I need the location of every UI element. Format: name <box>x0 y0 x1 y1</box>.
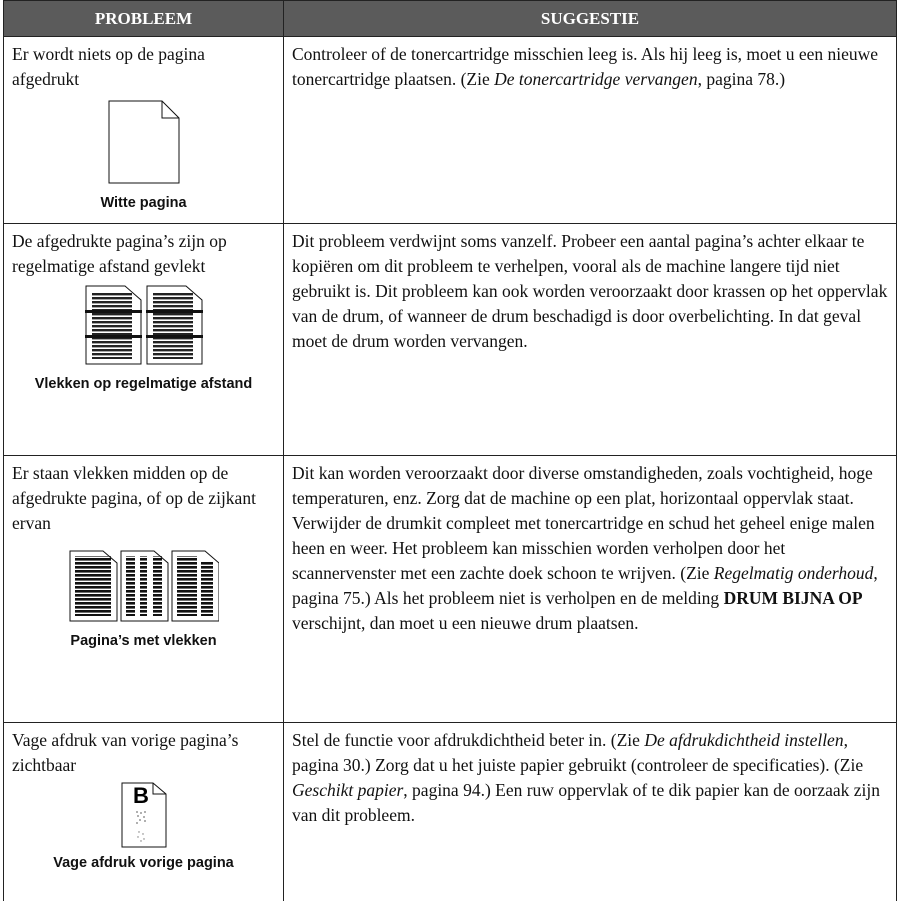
text-run: verschijnt, dan moet u een nieuwe drum p… <box>292 613 639 633</box>
icon-page <box>108 100 179 184</box>
suggestion-cell: Controleer of de tonercartridge misschie… <box>283 36 897 224</box>
header-cell: SUGGESTIE <box>283 0 897 37</box>
text-run: , pagina 30.) Zorg dat u het juiste papi… <box>292 730 864 775</box>
suggestion-cell: Stel de functie voor afdrukdichtheid bet… <box>283 722 897 901</box>
icon-page: B <box>121 782 166 848</box>
text-run: , pagina 94.) Een ruw oppervlak of te di… <box>292 780 880 825</box>
figure: B <box>12 782 275 855</box>
text-run: Dit kan worden veroorzaakt door diverse … <box>292 463 875 583</box>
italic-run: De tonercartridge vervangen <box>494 69 698 89</box>
figure-caption: Witte pagina <box>100 195 187 211</box>
figure-caption: Pagina’s met vlekken <box>70 633 217 649</box>
icon-pages <box>69 550 219 622</box>
header-row: PROBLEEM SUGGESTIE <box>3 0 897 37</box>
text-run: , pagina 75.) Als het probleem niet is v… <box>292 563 878 608</box>
suggestion-cell: Dit probleem verdwijnt soms vanzelf. Pro… <box>283 223 897 456</box>
figure <box>12 550 275 629</box>
problem-text: Vage afdruk van vorige pagina’s zichtbaa… <box>12 730 239 775</box>
text-run: Stel de functie voor afdrukdichtheid bet… <box>292 730 645 750</box>
row: Vage afdruk van vorige pagina’s zichtbaa… <box>3 722 897 901</box>
text-run: Dit probleem verdwijnt soms vanzelf. Pro… <box>292 231 888 351</box>
figure <box>12 285 275 372</box>
row: Er staan vlekken midden op de afgedrukte… <box>3 455 897 723</box>
problem-text: De afgedrukte pagina’s zijn op regelmati… <box>12 231 227 276</box>
italic-run: De afdrukdichtheid instellen <box>644 730 844 750</box>
row: De afgedrukte pagina’s zijn op regelmati… <box>3 223 897 456</box>
figure-text: B <box>133 783 149 808</box>
problem-text: Er wordt niets op de pagina afgedrukt <box>12 44 205 89</box>
figure-caption: Vage afdruk vorige pagina <box>53 855 234 871</box>
row: Er wordt niets op de pagina afgedrukt Wi… <box>3 36 897 224</box>
problem-cell: Vage afdruk van vorige pagina’s zichtbaa… <box>3 722 284 901</box>
troubleshooting-table: PROBLEEM SUGGESTIE Er wordt niets op de … <box>3 0 897 901</box>
problem-cell: Er wordt niets op de pagina afgedrukt Wi… <box>3 36 284 224</box>
text-run: Controleer of de tonercartridge misschie… <box>292 44 879 89</box>
problem-cell: Er staan vlekken midden op de afgedrukte… <box>3 455 284 723</box>
problem-cell: De afgedrukte pagina’s zijn op regelmati… <box>3 223 284 456</box>
figure <box>12 100 275 191</box>
bold-run: DRUM BIJNA OP <box>723 588 863 608</box>
suggestion-cell: Dit kan worden veroorzaakt door diverse … <box>283 455 897 723</box>
figure-caption: Vlekken op regelmatige afstand <box>34 376 253 392</box>
icon-pages <box>84 285 203 365</box>
text-run: , pagina 78.) <box>697 69 786 89</box>
problem-text: Er staan vlekken midden op de afgedrukte… <box>12 463 256 533</box>
header-cell: PROBLEEM <box>3 0 284 37</box>
italic-run: Geschikt papier <box>292 780 404 800</box>
italic-run: Regelmatig onderhoud <box>713 563 874 583</box>
